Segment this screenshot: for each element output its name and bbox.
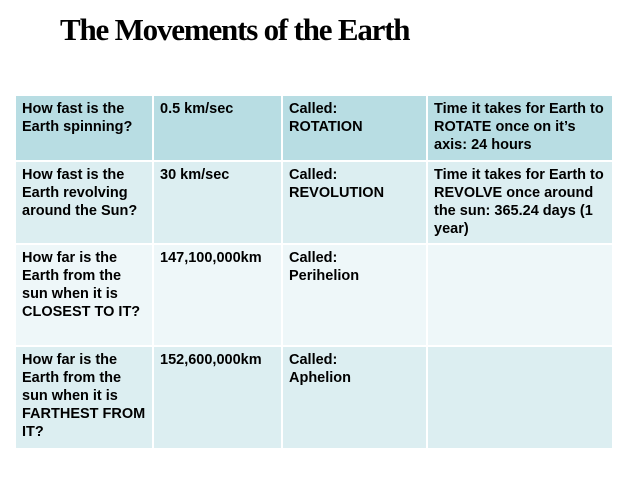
detail-cell [427, 346, 612, 450]
called-cell: Called: REVOLUTION [282, 161, 428, 245]
value-cell: 30 km/sec [153, 161, 283, 245]
question-cell: How far is the Earth from the sun when i… [16, 244, 154, 347]
slide-title: The Movements of the Earth [60, 12, 411, 47]
question-cell: How fast is the Earth revolving around t… [16, 161, 154, 245]
detail-cell [427, 244, 612, 347]
table-row: How fast is the Earth spinning? 0.5 km/s… [16, 96, 612, 162]
table-row: How far is the Earth from the sun when i… [16, 244, 612, 347]
table-row: How fast is the Earth revolving around t… [16, 161, 612, 245]
question-cell: How fast is the Earth spinning? [16, 96, 154, 162]
called-cell: Called: ROTATION [282, 96, 428, 162]
question-cell: How far is the Earth from the sun when i… [16, 346, 154, 450]
value-cell: 152,600,000km [153, 346, 283, 450]
called-cell: Called: Perihelion [282, 244, 428, 347]
value-cell: 147,100,000km [153, 244, 283, 347]
value-cell: 0.5 km/sec [153, 96, 283, 162]
earth-movements-table: How fast is the Earth spinning? 0.5 km/s… [16, 96, 612, 450]
table-row: How far is the Earth from the sun when i… [16, 346, 612, 450]
detail-cell: Time it takes for Earth to REVOLVE once … [427, 161, 612, 245]
detail-cell: Time it takes for Earth to ROTATE once o… [427, 96, 612, 162]
called-cell: Called: Aphelion [282, 346, 428, 450]
